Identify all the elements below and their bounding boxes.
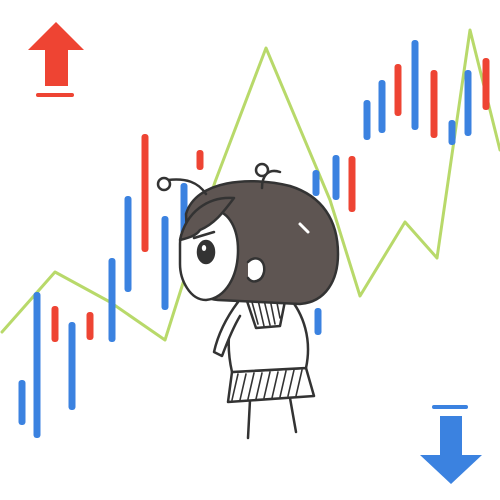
candle-down xyxy=(448,120,456,145)
candlestick-series xyxy=(18,40,490,438)
candle-up xyxy=(51,306,59,342)
antenna-left xyxy=(166,178,208,196)
candle-down xyxy=(18,380,26,425)
ear xyxy=(246,257,266,283)
candle-down xyxy=(314,308,322,335)
candle-down xyxy=(161,216,169,310)
candle-down xyxy=(332,155,340,200)
candle-up xyxy=(141,134,149,252)
eye xyxy=(196,239,216,265)
left-leg xyxy=(246,398,252,440)
candle-up xyxy=(430,70,438,138)
candle-down xyxy=(363,100,371,140)
candle-up xyxy=(394,64,402,116)
eyebrow xyxy=(192,230,216,240)
chibi-girl xyxy=(156,162,340,440)
candle-down xyxy=(378,80,386,133)
skirt-hatch xyxy=(231,369,303,401)
right-leg xyxy=(288,396,298,434)
candle-down xyxy=(464,70,472,136)
candle-down xyxy=(108,258,116,342)
candle-up xyxy=(348,156,356,212)
candle-up xyxy=(86,312,94,340)
candle-up xyxy=(482,58,490,110)
candle-up xyxy=(196,150,204,170)
candle-down xyxy=(124,196,132,292)
candle-down xyxy=(411,40,419,130)
collar-hatch xyxy=(251,297,281,327)
candle-down xyxy=(68,322,76,410)
trend-line xyxy=(0,28,500,342)
bangs xyxy=(178,196,236,242)
candle-down xyxy=(33,292,41,438)
candle-down xyxy=(312,170,320,196)
arm xyxy=(212,300,242,358)
arrow-down-icon xyxy=(420,405,482,484)
arrow-up-icon xyxy=(28,22,84,97)
